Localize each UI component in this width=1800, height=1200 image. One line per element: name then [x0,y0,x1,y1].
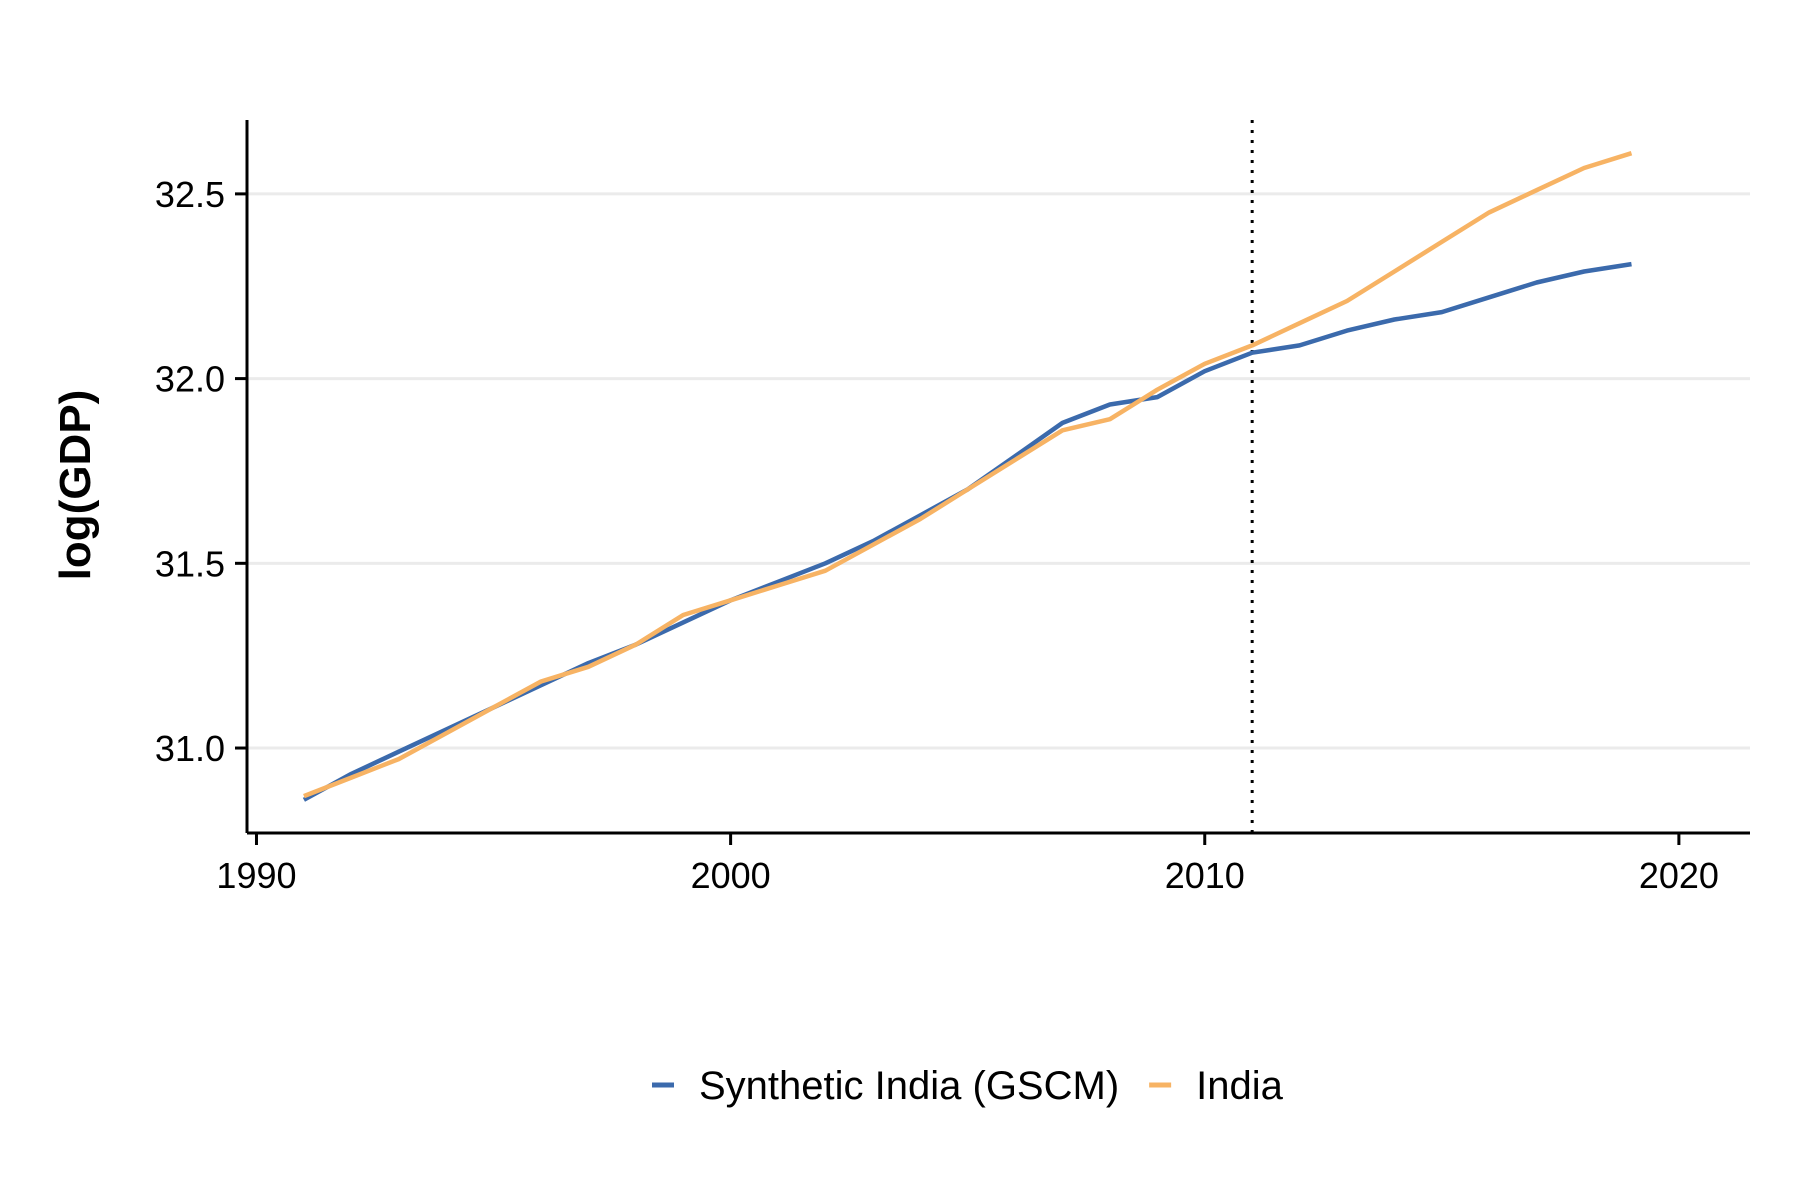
legend: Synthetic India (GSCM) India [652,1064,1284,1108]
axes [245,120,1750,835]
series-line-synthetic-india [302,261,1632,802]
grid-lines [247,192,1750,750]
y-axis-title: log(GDP) [51,390,100,581]
legend-label-synthetic-india: Synthetic India (GSCM) [699,1064,1119,1108]
legend-label-india: India [1196,1064,1283,1108]
y-tick-label: 32.5 [155,174,225,215]
x-tick-label: 2010 [1165,855,1245,896]
x-tick-label: 2000 [691,855,771,896]
y-axis-ticks: 31.0 31.5 32.0 32.5 [155,174,247,769]
series-line-india [303,151,1633,799]
series-lines [302,151,1633,802]
y-tick-label: 32.0 [155,359,225,400]
x-tick-label: 1990 [216,855,296,896]
y-tick-label: 31.0 [155,728,225,769]
x-axis-ticks: 1990 2000 2010 2020 [216,833,1719,896]
x-tick-label: 2020 [1639,855,1719,896]
y-tick-label: 31.5 [155,543,225,584]
